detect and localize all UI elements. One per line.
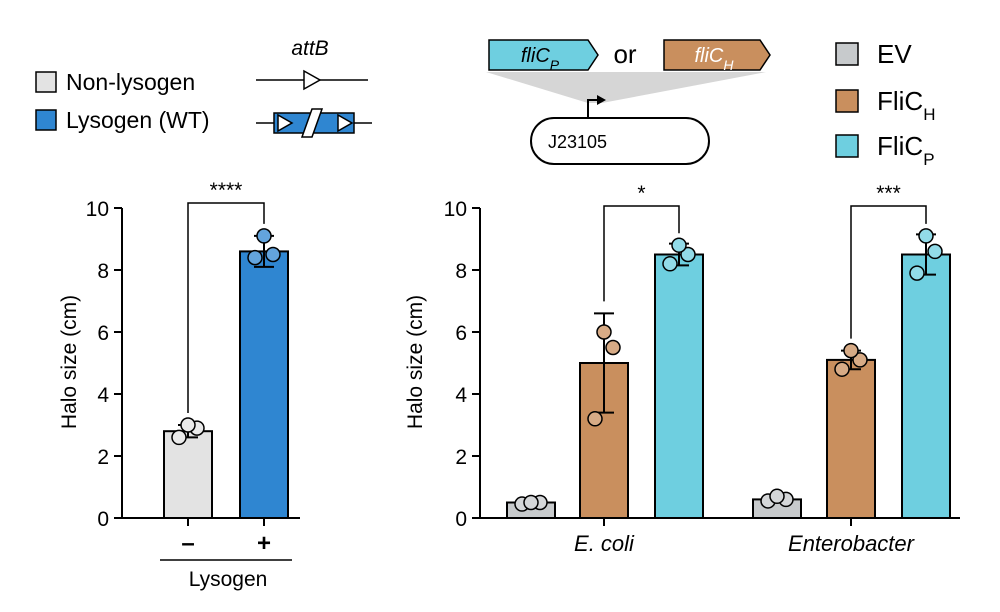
bar-flich-enterobacter-point [843, 342, 859, 359]
chart2-group-label: E. coli [574, 531, 635, 556]
left-legend: Non-lysogen Lysogen (WT) [35, 69, 210, 133]
legend-label-flicp-sub: P [923, 150, 934, 169]
bar-flicp-ecoli-point [680, 246, 696, 263]
gene-fliCH-sub: H [723, 57, 734, 73]
legend-label-flicp: FliCP [877, 131, 935, 169]
bar-flich-ecoli-point [587, 411, 603, 427]
legend-label-flich: FliCH [877, 86, 936, 124]
chart1-ytick-label: 4 [97, 384, 109, 407]
legend-label-flich-sub: H [923, 105, 935, 124]
gene-fliCP-sub: P [550, 57, 560, 73]
bar-flich-enterobacter [826, 358, 876, 519]
bar-flich-enterobacter-point [852, 352, 868, 368]
promoter-arrowhead-icon [597, 95, 606, 105]
chart1-ytick-label: 8 [97, 260, 109, 283]
chart2-ytick-label: 4 [455, 384, 467, 407]
legend-label-ev: EV [877, 39, 912, 69]
or-text: or [613, 39, 636, 69]
chart2-ytick-label: 6 [455, 322, 467, 345]
chart1-sig-bracket [187, 202, 265, 413]
chart2-sig-bracket [603, 205, 680, 302]
legend-label-lysogen: Lysogen (WT) [66, 107, 210, 133]
bar-flicp-ecoli-point [671, 237, 687, 253]
right-legend: EV FliCH FliCP [835, 39, 936, 169]
bar-ev-enterobacter-point [769, 488, 785, 505]
chart2-sig-bracket-label: * [637, 182, 645, 205]
promoter-label: J23105 [548, 132, 607, 152]
bar-lysogen-point [256, 228, 272, 244]
expression-schematic: fliCP or fliCH J23105 [486, 39, 771, 165]
chart2-ytick-label: 8 [455, 260, 467, 283]
chart2-sig-bracket-label: *** [876, 182, 901, 205]
bar-lysogen-point [247, 249, 263, 266]
legend-swatch-non-lysogen [35, 71, 57, 93]
bar-flicp-ecoli [654, 253, 704, 519]
bar-non-lysogen-point [171, 429, 187, 446]
plasmid-icon [530, 117, 710, 165]
chart1-xtick-label: – [181, 530, 194, 557]
chart2-ytick-label: 2 [455, 446, 467, 469]
bar-flicp-enterobacter-point [918, 228, 934, 244]
gene-fliCH-base: fliC [694, 45, 723, 67]
gene-fliCH-arrow [663, 39, 771, 71]
chart2-sig-bracket [850, 205, 927, 339]
prophage-attr-arrow-icon [337, 113, 354, 133]
legend-label-non-lysogen: Non-lysogen [66, 69, 195, 95]
bar-lysogen [239, 250, 289, 519]
prophage-diagram [256, 108, 372, 138]
attb-arrow-icon [303, 69, 322, 91]
bar-flicp-enterobacter [901, 253, 951, 519]
gene-fliCH-label: fliCH [694, 45, 734, 73]
bar-non-lysogen-point [180, 417, 196, 433]
chart-flic: Halo size (cm) 0 2 4 6 8 10 E. coli Enterobacte… [404, 182, 960, 556]
bar-flich-ecoli-point [605, 339, 621, 356]
bar-flicp-ecoli-point [662, 256, 678, 272]
gene-fliCP-label: fliCP [521, 45, 560, 73]
legend-swatch-flicp [835, 134, 859, 158]
gene-fliCP-arrow [488, 39, 599, 71]
chart1-xlabel: Lysogen [189, 568, 268, 591]
prophage-attl-arrow-icon [277, 113, 294, 133]
legend-swatch-ev [835, 42, 859, 66]
legend-swatch-flich [835, 89, 859, 113]
prophage-break-icon [300, 108, 324, 138]
legend-swatch-lysogen [35, 109, 57, 131]
chart2-ylabel: Halo size (cm) [404, 295, 427, 429]
bar-lysogen-point [265, 246, 281, 263]
chart1-ytick-label: 0 [97, 508, 109, 531]
legend-label-flicp-base: FliC [877, 131, 923, 161]
bar-flicp-enterobacter-point [909, 265, 925, 281]
chart1-sig-bracket-label: **** [210, 179, 243, 202]
attb-label: attB [291, 37, 328, 60]
chart1-ytick-label: 2 [97, 446, 109, 469]
bar-flich-enterobacter-point [834, 361, 850, 377]
chart2-group-label: Enterobacter [788, 531, 916, 556]
legend-label-flich-base: FliC [877, 86, 923, 116]
chart1-xtick-label: + [257, 530, 271, 557]
promoter-arrow-icon [587, 99, 600, 118]
bar-non-lysogen [163, 430, 213, 520]
chart2-ytick-label: 10 [444, 198, 467, 221]
attb-diagram: attB [256, 37, 368, 91]
bar-flicp-enterobacter-point [927, 243, 943, 260]
chart1-ytick-label: 10 [86, 198, 109, 221]
bar-flich-ecoli-point [596, 324, 612, 340]
legend-label-ev-text: EV [877, 39, 912, 69]
chart1-ytick-label: 6 [97, 322, 109, 345]
chart1-ylabel: Halo size (cm) [58, 295, 81, 429]
expression-cone [486, 72, 766, 103]
chart-lysogen: Halo size (cm) Lysogen 0 2 4 6 8 10 – + **** [58, 179, 300, 591]
bar-ev-ecoli-point [523, 494, 539, 511]
gene-fliCP-base: fliC [521, 45, 550, 67]
chart2-ytick-label: 0 [455, 508, 467, 531]
